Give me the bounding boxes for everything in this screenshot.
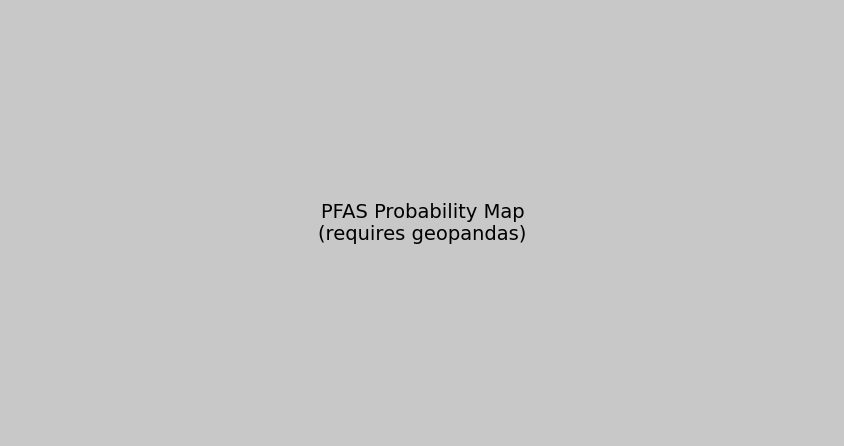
Text: PFAS Probability Map
(requires geopandas): PFAS Probability Map (requires geopandas… [318,202,526,244]
